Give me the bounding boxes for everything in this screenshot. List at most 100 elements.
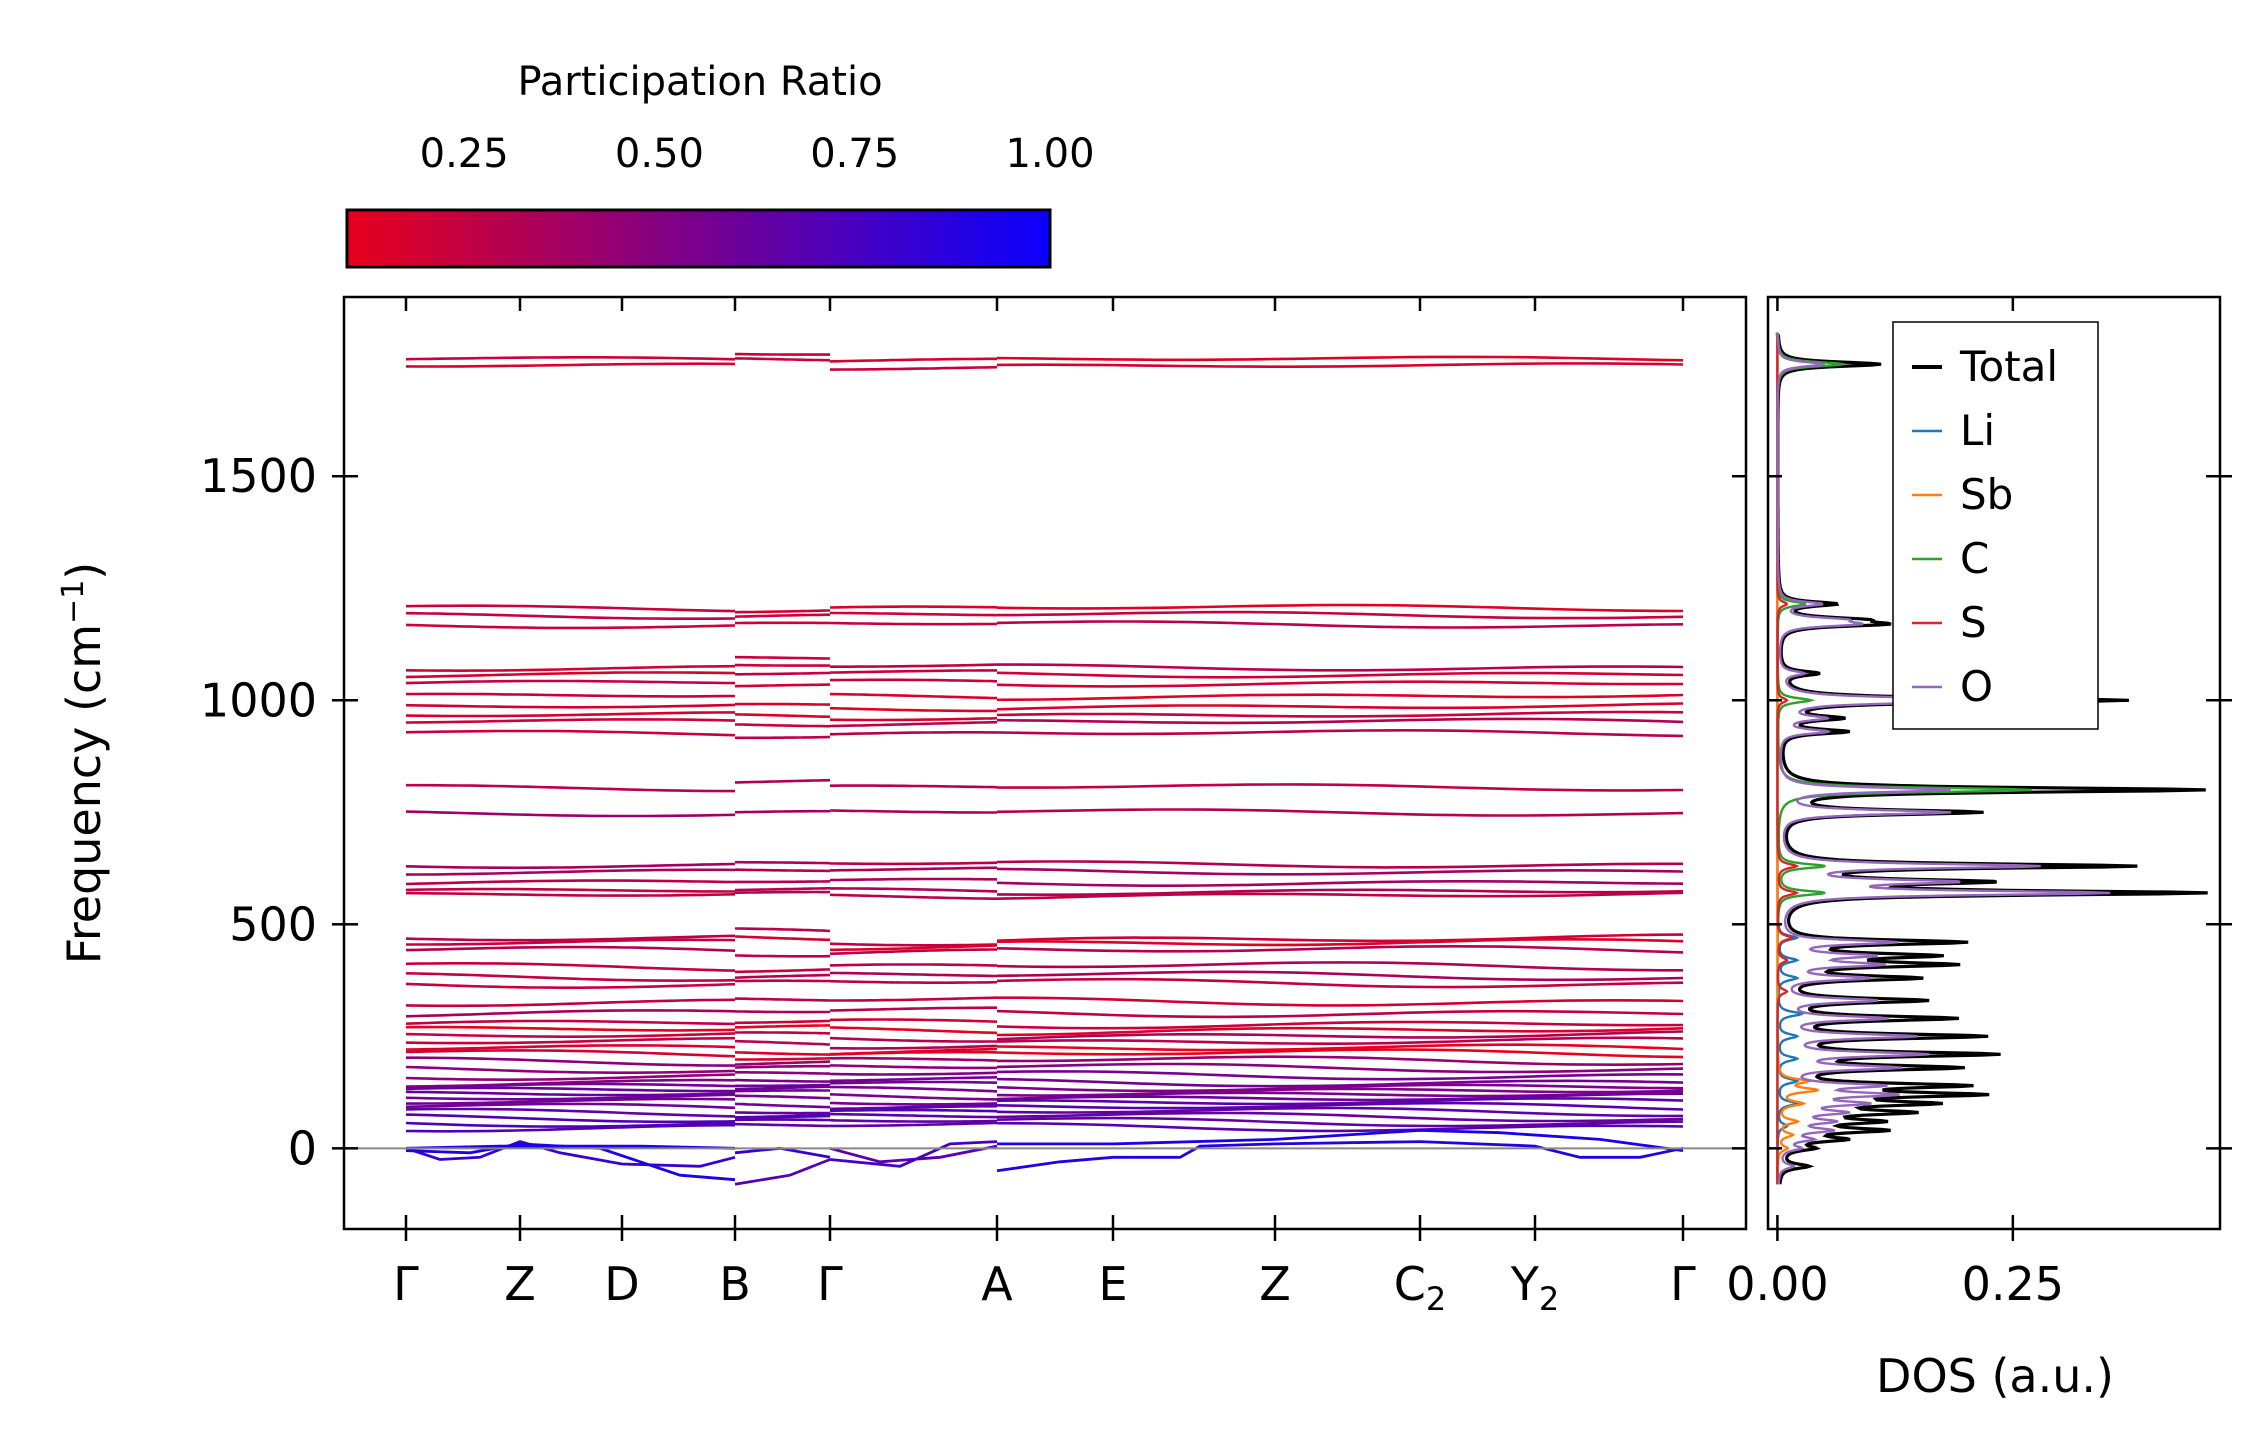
band-line	[996, 1070, 1684, 1081]
band-line	[734, 1111, 830, 1115]
band-line	[405, 1123, 735, 1133]
dos-x-axis-ticks: 0.00 0.25	[1726, 297, 2064, 1311]
band-line	[996, 888, 1684, 896]
dos-curves	[1775, 332, 2208, 1185]
band-line	[734, 683, 830, 688]
band-line	[405, 1086, 735, 1093]
band-line	[406, 1097, 736, 1105]
band-line	[996, 693, 1684, 702]
band-line	[405, 998, 736, 1008]
band-line	[829, 893, 997, 900]
band-line	[734, 357, 831, 362]
band-line	[405, 887, 735, 893]
colorbar-label: Participation Ratio	[517, 59, 882, 105]
acoustic-branch	[734, 1158, 831, 1186]
kpoint-label: Z	[1259, 1257, 1291, 1311]
band-line	[734, 1085, 831, 1091]
band-line	[996, 937, 1684, 947]
band-line	[405, 891, 736, 897]
band-line	[996, 1055, 1684, 1067]
band-line	[735, 1031, 831, 1035]
band-line	[405, 718, 736, 724]
band-line	[734, 1024, 830, 1029]
band-line	[829, 963, 998, 967]
kpoint-label: A	[981, 1257, 1013, 1311]
band-line	[406, 783, 735, 793]
band-line	[405, 623, 736, 630]
band-line	[735, 1057, 831, 1061]
kpoint-ticks: Γ Z D B Γ A E Z C2 Y2 Γ	[393, 297, 1696, 1318]
band-line	[829, 1026, 998, 1035]
band-line	[829, 621, 998, 626]
band-line	[996, 1092, 1684, 1102]
band-line	[830, 1121, 998, 1128]
band-line	[405, 810, 736, 818]
y-tick-label: 0	[288, 1121, 317, 1175]
band-line	[829, 706, 997, 713]
kpoint-label: C2	[1394, 1257, 1446, 1318]
band-line	[405, 1082, 736, 1090]
band-line	[405, 692, 736, 698]
band-line	[996, 860, 1683, 869]
band-line	[735, 890, 830, 894]
band-line	[996, 880, 1684, 887]
band-line	[735, 352, 830, 356]
band-line	[734, 1010, 830, 1014]
band-line	[829, 1050, 998, 1056]
legend-label-total: Total	[1959, 342, 2058, 391]
band-line	[830, 996, 998, 1002]
legend-label-li: Li	[1960, 406, 1995, 455]
colorbar-tick-label: 0.50	[615, 131, 704, 177]
band-line	[735, 868, 830, 873]
kpoint-label: Γ	[817, 1257, 843, 1311]
band-line	[734, 973, 830, 979]
band-line	[996, 610, 1684, 620]
band-line	[405, 611, 736, 620]
band-line	[996, 362, 1684, 368]
band-line	[829, 1018, 998, 1023]
band-line	[996, 1121, 1684, 1133]
band-line	[996, 702, 1684, 711]
band-line	[997, 996, 1684, 1007]
kpoint-label: Z	[504, 1257, 536, 1311]
dos-x-tick-label: 0.00	[1726, 1257, 1828, 1311]
band-line	[997, 783, 1684, 792]
kpoint-label: Y2	[1510, 1257, 1559, 1318]
band-line	[996, 1111, 1684, 1123]
band-line	[996, 1043, 1684, 1052]
band-line	[996, 1083, 1684, 1093]
colorbar-tick-label: 1.00	[1005, 131, 1094, 177]
band-line	[405, 711, 735, 718]
y-tick-label: 1000	[200, 673, 317, 727]
band-line	[405, 1073, 736, 1081]
band-line	[996, 1116, 1684, 1128]
band-line	[830, 678, 998, 683]
y-tick-label: 500	[229, 897, 317, 951]
legend-label-s: S	[1960, 598, 1987, 647]
band-line	[829, 716, 998, 722]
band-line	[406, 1056, 735, 1067]
kpoint-label: D	[604, 1257, 639, 1311]
band-line	[829, 1064, 997, 1070]
band-line	[405, 1113, 736, 1124]
band-line	[829, 1071, 998, 1076]
band-line	[829, 1076, 998, 1083]
colorbar-ticks: 0.25 0.50 0.75 1.00	[420, 131, 1095, 265]
band-lines	[405, 352, 1684, 1186]
band-line	[734, 968, 831, 974]
acoustic-branch	[829, 1144, 998, 1164]
band-line	[735, 735, 831, 740]
band-line	[997, 663, 1684, 672]
band-line	[405, 1044, 736, 1051]
band-line	[405, 945, 736, 952]
band-line	[830, 887, 998, 893]
colorbar-bar	[345, 208, 1052, 269]
band-line	[734, 1064, 830, 1069]
band-line	[996, 933, 1684, 943]
band-line	[996, 1077, 1684, 1088]
band-line	[830, 784, 998, 789]
band-line	[405, 962, 736, 972]
band-line	[405, 604, 736, 613]
band-line	[829, 1036, 997, 1043]
